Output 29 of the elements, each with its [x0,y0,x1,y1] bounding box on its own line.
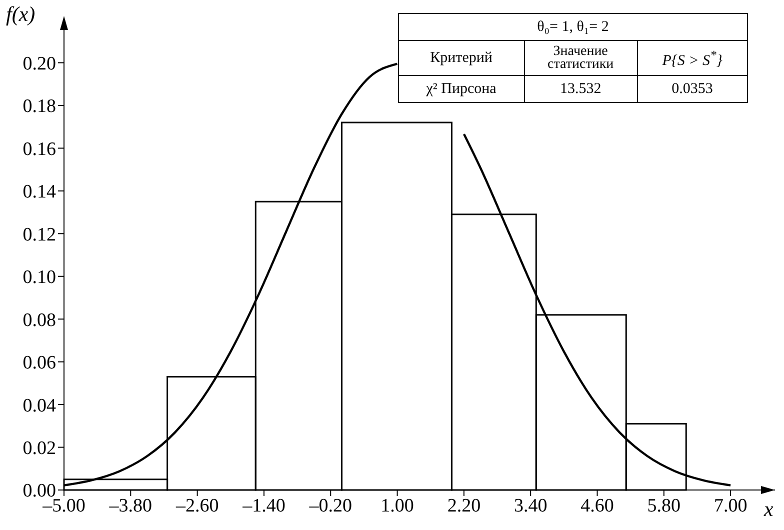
annotation: Критерий [398,40,524,76]
x-tick-label: –2.60 [174,495,219,516]
x-tick-label: 4.60 [580,495,614,516]
annotation: Значение статистики [524,40,638,76]
x-tick-label: –0.20 [308,495,352,516]
x-tick-label: –1.40 [242,495,286,516]
y-tick-label: 0.06 [22,352,56,374]
y-tick-label: 0.12 [22,224,56,246]
y-tick-label: 0.16 [22,138,56,160]
annotation: θ₀= 1, θ₁= 2 [398,14,748,40]
x-tick-label: 1.00 [380,495,414,516]
annotation: 0.0353 [637,76,748,102]
y-tick-label: 0.08 [22,310,56,331]
annotation: χ² Пирсона [398,76,524,102]
annotation: 13.532 [524,76,638,102]
y-axis-title: f(x) [6,2,36,27]
x-tick-label: 5.80 [647,495,681,516]
x-tick-label: 7.00 [714,495,748,516]
y-tick-label: 0.14 [22,182,56,203]
x-tick-label: 2.20 [447,495,481,516]
y-tick-label: 0.10 [22,267,56,288]
y-tick-label: 0.20 [22,53,56,74]
annotation: P{S > S$^{*}$} [637,40,748,76]
y-tick-label: 0.18 [22,96,56,118]
x-axis-title: x [764,497,774,522]
y-tick-label: 0.04 [22,395,56,416]
y-tick-label: 0.02 [22,438,56,460]
x-tick-label: –3.80 [108,495,152,516]
x-tick-label: 3.40 [514,495,548,516]
